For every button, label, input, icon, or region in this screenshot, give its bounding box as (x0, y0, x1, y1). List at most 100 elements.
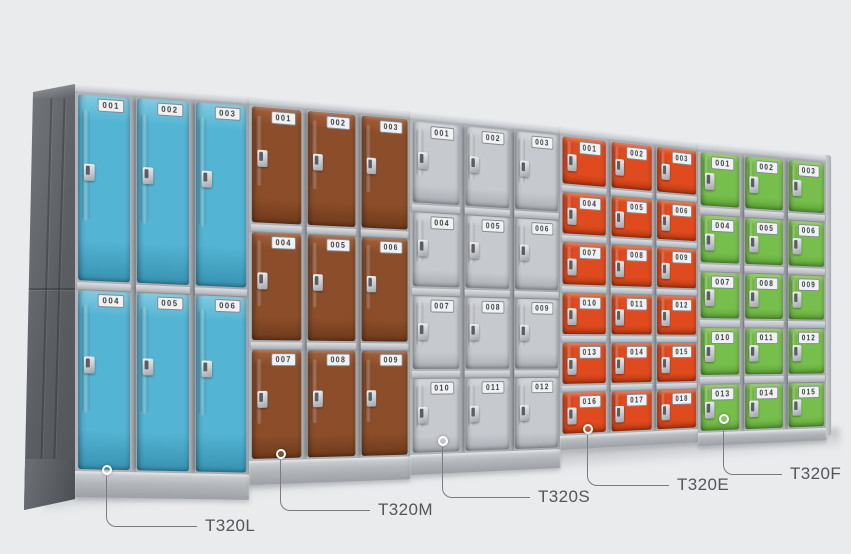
door-frame: 006 (657, 199, 697, 243)
door-frame: 001 (412, 120, 460, 207)
locker-tier: 006 (360, 228, 409, 344)
door-handle-icon (567, 257, 577, 276)
door-handle-slot (471, 407, 476, 417)
door-handle-icon (470, 405, 480, 422)
door-number-plate: 008 (755, 276, 778, 290)
door-handle-slot (617, 310, 621, 320)
locker-tier: 006 (194, 287, 248, 474)
locker-tier: 005 (744, 210, 784, 267)
door-handle-icon (142, 166, 154, 185)
door-handle-slot (706, 347, 711, 357)
door-frame: 007 (251, 349, 302, 461)
callout-marker-icon (719, 414, 729, 424)
door-handle-slot (419, 241, 424, 251)
door-number-plate: 012 (672, 298, 692, 311)
locker-door: 017 (611, 390, 653, 432)
locker-door: 009 (361, 351, 408, 456)
locker-door: 005 (137, 292, 189, 472)
locker-tier: 008 (744, 265, 784, 322)
locker-door: 005 (611, 196, 653, 239)
locker-tier: 003 (194, 101, 247, 289)
locker-column: 002 005 008 (306, 110, 357, 459)
locker-door: 015 (788, 382, 825, 428)
locker-tier: 001 (700, 151, 741, 210)
locker-tier: 009 (514, 290, 559, 371)
door-frame: 004 (77, 289, 131, 472)
door-handle-icon (567, 154, 577, 172)
door-frame: 001 (562, 135, 607, 189)
locker-door: 007 (562, 242, 606, 285)
door-number-plate: 004 (711, 219, 735, 234)
door-number-plate: 010 (711, 331, 735, 345)
door-handle-icon (567, 207, 577, 226)
door-handle-icon (142, 358, 154, 376)
door-frame: 005 (307, 233, 357, 343)
locker-tier: 006 (787, 213, 825, 268)
door-number-plate: 003 (672, 151, 692, 166)
callout-line (723, 425, 782, 475)
door-handle-icon (366, 389, 377, 407)
locker-tier: 004 (250, 223, 303, 343)
locker-door: 008 (745, 273, 783, 320)
locker-door: 003 (657, 146, 697, 195)
door-frame: 008 (745, 272, 784, 321)
callout-line (442, 447, 530, 498)
door-handle-slot (751, 177, 755, 187)
locker-tier: 014 (610, 335, 653, 385)
locker-door: 012 (515, 378, 559, 449)
locker-door: 008 (611, 245, 653, 287)
door-handle-slot (419, 153, 424, 163)
door-handle-icon (792, 179, 802, 197)
locker-tier: 008 (306, 342, 357, 459)
door-frame: 002 (307, 110, 357, 229)
door-number-plate: 012 (531, 380, 554, 394)
locker-door: 005 (465, 215, 510, 289)
door-handle-icon (312, 153, 323, 171)
door-handle-icon (792, 291, 802, 308)
locker-section-t320f: 001 004 007 010 013 002 005 008 011 014 003 006 009 0… (698, 143, 827, 446)
door-handle-icon (704, 232, 715, 251)
door-frame: 009 (788, 274, 825, 322)
locker-tier: 003 (657, 146, 697, 197)
door-handle-slot (793, 181, 798, 191)
door-frame: 009 (657, 247, 697, 290)
door-handle-slot (569, 156, 573, 166)
door-handle-slot (617, 359, 621, 369)
locker-column: 001 004 007 010 013 016 (561, 135, 607, 436)
locker-column: 003 006 009 012 (514, 130, 559, 451)
locker-tier: 008 (610, 238, 653, 288)
door-handle-icon (749, 175, 759, 194)
locker-column: 001 004 007 010 (411, 120, 460, 455)
locker-tier: 010 (411, 370, 460, 455)
door-frame: 015 (788, 381, 825, 429)
locker-door: 001 (77, 94, 131, 283)
locker-tier: 017 (610, 383, 653, 434)
door-handle-icon (417, 406, 428, 424)
door-frame: 012 (788, 328, 825, 375)
locker-tier: 004 (411, 203, 460, 289)
locker-column: 001 004 007 (250, 105, 303, 461)
door-number-plate: 009 (531, 301, 554, 315)
door-number-plate: 002 (626, 146, 648, 162)
locker-tier: 007 (250, 342, 303, 461)
locker-door: 004 (77, 290, 131, 471)
locker-tier: 005 (306, 226, 357, 343)
door-frame: 003 (361, 115, 409, 232)
door-number-plate: 008 (326, 353, 351, 367)
door-number-plate: 010 (430, 381, 454, 395)
door-handle-slot (751, 237, 755, 247)
locker-door: 001 (562, 136, 606, 188)
locker-tier: 002 (610, 141, 653, 193)
door-frame: 007 (562, 241, 607, 287)
locker-tier: 001 (251, 105, 302, 226)
door-handle-icon (567, 357, 577, 375)
door-number-plate: 007 (271, 353, 296, 367)
door-number-plate: 013 (578, 345, 601, 359)
columns-row: 001 004 007 002 005 008 003 006 009 (249, 105, 410, 461)
door-frame: 004 (251, 231, 302, 343)
locker-tier: 009 (360, 343, 409, 457)
callout-line (587, 435, 669, 486)
locker-door: 001 (700, 152, 740, 209)
door-handle-slot (521, 326, 526, 335)
